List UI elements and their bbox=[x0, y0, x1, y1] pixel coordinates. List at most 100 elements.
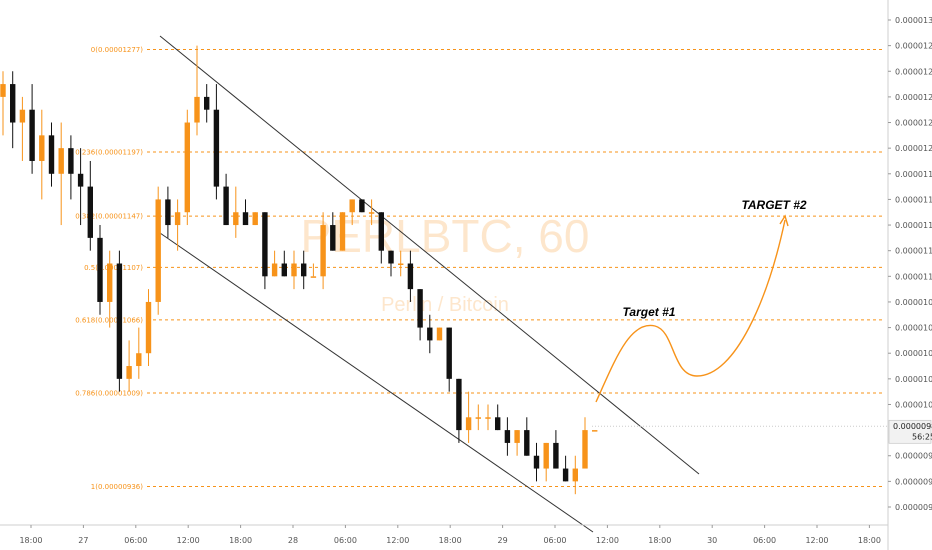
fib-label: 0.236(0.00001197) bbox=[75, 149, 143, 157]
candle-body bbox=[19, 109, 26, 123]
candle-body bbox=[252, 212, 258, 226]
last-price-tag bbox=[888, 419, 932, 444]
candle-body bbox=[465, 417, 472, 431]
projection-arrowhead bbox=[779, 214, 789, 227]
y-tick-label: 0.00001040 bbox=[895, 349, 932, 358]
x-tick-label: 06:00 bbox=[753, 536, 776, 545]
candle-body bbox=[165, 199, 171, 226]
candle-body bbox=[233, 212, 239, 226]
candle-body bbox=[58, 148, 64, 174]
y-tick-label: 0.00001200 bbox=[895, 144, 932, 153]
candle-body bbox=[194, 96, 200, 123]
x-tick-label: 18:00 bbox=[648, 536, 671, 545]
candle-body bbox=[562, 468, 569, 482]
candle-body bbox=[48, 135, 55, 174]
candle-body bbox=[271, 263, 278, 277]
y-tick-label: 0.00001260 bbox=[895, 67, 932, 76]
candle-body bbox=[97, 237, 103, 302]
y-tick-label: 0.00001240 bbox=[895, 93, 932, 102]
y-tick-label: 0.00001180 bbox=[895, 170, 932, 179]
candle-body bbox=[281, 263, 287, 277]
candle-body bbox=[242, 212, 249, 226]
candle-body bbox=[436, 327, 443, 341]
candle-body bbox=[339, 212, 346, 251]
fib-label: 0.382(0.00001147) bbox=[75, 213, 143, 221]
candle-body bbox=[320, 225, 326, 277]
candle-body bbox=[0, 84, 6, 97]
x-tick-label: 12:00 bbox=[177, 536, 200, 545]
candle-body bbox=[301, 263, 307, 277]
candle-body bbox=[204, 96, 210, 110]
candle-body bbox=[592, 430, 598, 432]
channel-lower-line bbox=[159, 232, 594, 533]
candle-body bbox=[524, 430, 530, 456]
candle-body bbox=[378, 212, 384, 251]
x-tick-label: 06:00 bbox=[334, 536, 357, 545]
candle-body bbox=[388, 250, 394, 264]
candle-body bbox=[213, 109, 220, 187]
candle-body bbox=[262, 212, 268, 277]
candle-body bbox=[456, 378, 462, 431]
watermark-name: Perlin / Bitcoin bbox=[381, 294, 509, 316]
x-tick-label: 06:00 bbox=[543, 536, 566, 545]
candle-body bbox=[310, 276, 317, 278]
candle-body bbox=[485, 417, 491, 419]
candles bbox=[0, 45, 598, 495]
candle-body bbox=[572, 468, 578, 482]
candle-body bbox=[417, 289, 423, 328]
candle-body bbox=[427, 327, 433, 341]
y-tick-label: 0.00001060 bbox=[895, 324, 932, 333]
candle-body bbox=[145, 301, 152, 354]
y-tick-label: 0.00001000 bbox=[895, 400, 932, 409]
candle-body bbox=[184, 122, 190, 213]
x-tick-label: 30 bbox=[707, 536, 717, 545]
candle-body bbox=[398, 263, 404, 265]
candle-body bbox=[116, 263, 123, 379]
candle-body bbox=[29, 109, 35, 161]
x-tick-label: 18:00 bbox=[229, 536, 252, 545]
y-tick-label: 0.00001020 bbox=[895, 375, 932, 384]
x-tick-label: 27 bbox=[78, 536, 88, 545]
candle-body bbox=[407, 263, 414, 290]
x-tick-label: 12:00 bbox=[596, 536, 619, 545]
x-tick-label: 18:00 bbox=[19, 536, 42, 545]
candle-body bbox=[543, 442, 549, 469]
y-tick-label: 0.00000920 bbox=[895, 503, 932, 512]
y-tick-label: 0.00001140 bbox=[895, 221, 932, 230]
fib-label: 1(0.00000936) bbox=[91, 483, 143, 491]
candle-body bbox=[68, 148, 74, 174]
watermark: PERLBTC, 60 Perlin / Bitcoin bbox=[301, 210, 590, 316]
descending-channel bbox=[159, 35, 700, 533]
candle-body bbox=[39, 135, 45, 161]
candle-body bbox=[291, 263, 297, 277]
candle-body bbox=[446, 327, 452, 379]
candle-body bbox=[359, 199, 365, 213]
candle-body bbox=[155, 199, 161, 302]
candle-body bbox=[107, 263, 113, 302]
y-tick-label: 0.00001120 bbox=[895, 247, 932, 256]
candle-body bbox=[475, 417, 481, 419]
x-tick-label: 29 bbox=[498, 536, 508, 545]
watermark-symbol: PERLBTC, 60 bbox=[301, 210, 590, 262]
y-tick-label: 0.00001280 bbox=[895, 42, 932, 51]
candle-body bbox=[514, 430, 520, 443]
x-tick-label: 28 bbox=[288, 536, 298, 545]
y-tick-label: 0.00001100 bbox=[895, 272, 932, 281]
candle-body bbox=[136, 353, 142, 367]
candle-body bbox=[87, 186, 93, 238]
x-tick-label: 12:00 bbox=[386, 536, 409, 545]
annotations: Target #1 TARGET #2 bbox=[623, 198, 807, 319]
countdown-label: 56:25 bbox=[912, 432, 932, 441]
last-price-label: 0.00000983 bbox=[893, 422, 932, 431]
target-1-label: Target #1 bbox=[623, 305, 676, 319]
candle-body bbox=[330, 225, 336, 251]
target-2-label: TARGET #2 bbox=[741, 198, 806, 212]
y-tick-label: 0.00001160 bbox=[895, 195, 932, 204]
y-tick-label: 0.00001220 bbox=[895, 119, 932, 128]
x-tick-label: 06:00 bbox=[124, 536, 147, 545]
candle-body bbox=[77, 173, 84, 187]
